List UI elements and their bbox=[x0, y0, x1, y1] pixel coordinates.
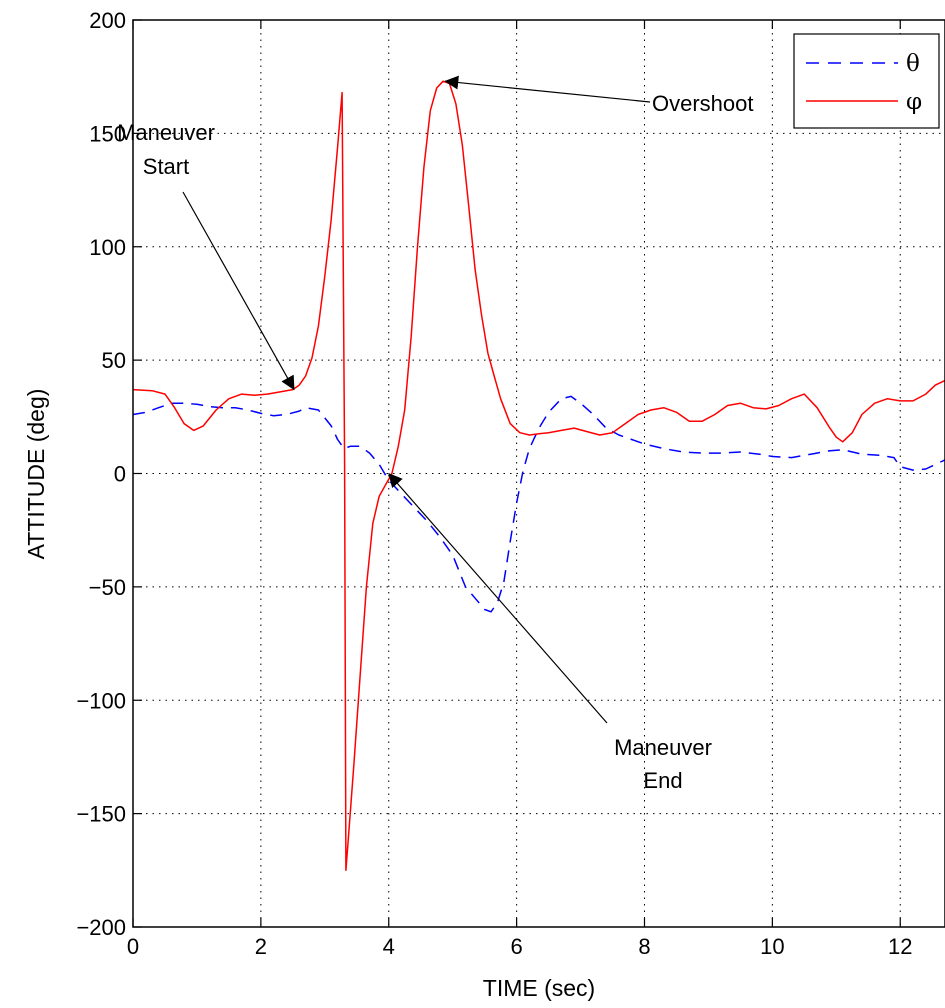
x-tick-label: 8 bbox=[638, 934, 650, 959]
annotation-text: Maneuver bbox=[614, 735, 712, 760]
annotation-text: End bbox=[643, 768, 682, 793]
x-axis-label: TIME (sec) bbox=[483, 975, 595, 1001]
x-tick-label: 6 bbox=[510, 934, 522, 959]
annotation-overshoot: Overshoot bbox=[445, 81, 754, 116]
legend-label-phi: φ bbox=[906, 89, 922, 115]
y-axis-label: ATTITUDE (deg) bbox=[23, 389, 49, 560]
annotation-arrow bbox=[389, 474, 607, 724]
annotation-maneuver-start: Maneuver Start bbox=[117, 120, 294, 390]
annotation-text: Start bbox=[143, 154, 189, 179]
series-line-theta bbox=[133, 396, 945, 611]
x-tick-label: 0 bbox=[127, 934, 139, 959]
x-tick-label: 10 bbox=[760, 934, 784, 959]
y-tick-label: −150 bbox=[76, 802, 126, 827]
annotation-arrow bbox=[183, 192, 294, 390]
y-tick-label: −200 bbox=[76, 915, 126, 940]
y-tick-label: 200 bbox=[89, 8, 126, 33]
x-tick-label: 4 bbox=[383, 934, 395, 959]
legend: θ φ bbox=[794, 34, 939, 128]
annotation-text: Maneuver bbox=[117, 120, 215, 145]
data-series bbox=[133, 81, 945, 870]
y-tick-label: 0 bbox=[114, 462, 126, 487]
series-line-phi bbox=[133, 81, 945, 870]
y-tick-label: 50 bbox=[102, 348, 126, 373]
annotation-maneuver-end: Maneuver End bbox=[389, 474, 712, 794]
x-tick-label: 12 bbox=[888, 934, 912, 959]
y-tick-label: 100 bbox=[89, 235, 126, 260]
annotation-text: Overshoot bbox=[652, 91, 754, 116]
y-tick-label: −100 bbox=[76, 688, 126, 713]
x-tick-label: 2 bbox=[255, 934, 267, 959]
annotation-arrow bbox=[445, 81, 650, 102]
y-tick-label: −50 bbox=[89, 575, 126, 600]
legend-label-theta: θ bbox=[906, 51, 920, 77]
grid bbox=[133, 20, 945, 927]
